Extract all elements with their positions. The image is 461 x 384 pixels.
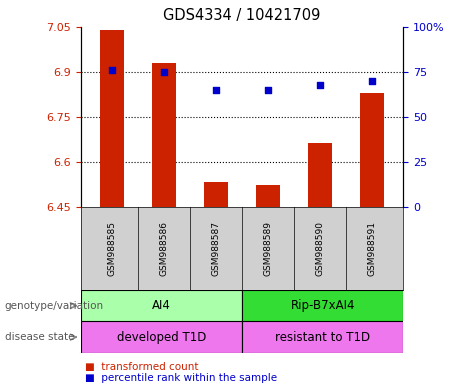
- Text: GSM988585: GSM988585: [107, 221, 117, 276]
- Bar: [81, 321, 242, 353]
- Bar: [361, 93, 384, 207]
- Text: GSM988590: GSM988590: [316, 221, 325, 276]
- Bar: [242, 321, 403, 353]
- Bar: [152, 63, 176, 207]
- Bar: [256, 185, 280, 207]
- Text: disease state: disease state: [5, 332, 74, 342]
- Text: ■  percentile rank within the sample: ■ percentile rank within the sample: [85, 373, 278, 383]
- Point: [368, 78, 376, 84]
- Bar: [81, 290, 242, 321]
- Text: GSM988586: GSM988586: [160, 221, 168, 276]
- Bar: [204, 182, 228, 207]
- Point: [264, 87, 272, 93]
- Point: [213, 87, 220, 93]
- Text: developed T1D: developed T1D: [117, 331, 206, 344]
- Bar: [308, 143, 332, 207]
- Text: ■  transformed count: ■ transformed count: [85, 362, 199, 372]
- Text: resistant to T1D: resistant to T1D: [275, 331, 370, 344]
- Text: GSM988587: GSM988587: [212, 221, 220, 276]
- Text: genotype/variation: genotype/variation: [5, 301, 104, 311]
- Text: GSM988589: GSM988589: [264, 221, 272, 276]
- Point: [160, 69, 168, 75]
- Bar: [242, 290, 403, 321]
- Bar: [100, 30, 124, 207]
- Title: GDS4334 / 10421709: GDS4334 / 10421709: [163, 8, 321, 23]
- Point: [108, 67, 116, 73]
- Text: AI4: AI4: [152, 299, 171, 312]
- Point: [316, 81, 324, 88]
- Text: GSM988591: GSM988591: [367, 221, 377, 276]
- Text: Rip-B7xAI4: Rip-B7xAI4: [290, 299, 355, 312]
